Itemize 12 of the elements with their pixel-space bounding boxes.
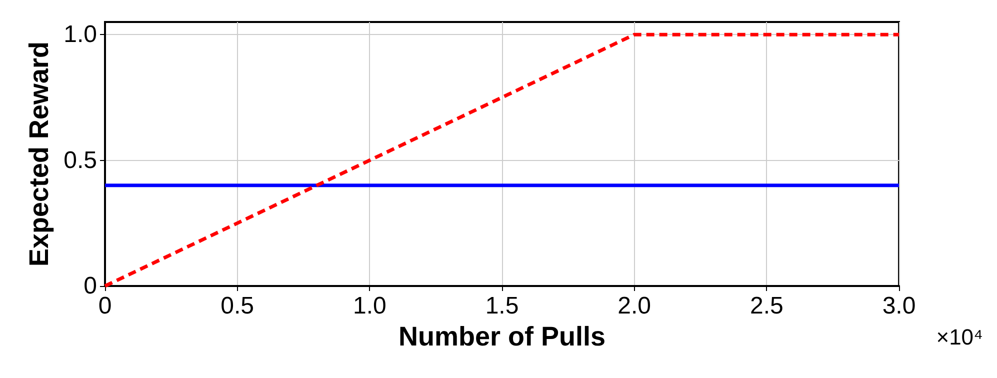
- x-tick-label: 3.0: [882, 292, 916, 320]
- x-tick-label: 0.5: [220, 292, 254, 320]
- y-tick-label: 1.0: [64, 21, 97, 48]
- x-tick-label: 2.5: [750, 292, 784, 320]
- y-tick-label: 0.5: [64, 146, 97, 174]
- text: ×10⁴: [936, 324, 984, 350]
- x-tick-label: 2.0: [618, 292, 652, 320]
- x-axis-title: Number of Pulls: [398, 321, 606, 352]
- y-axis-title: Expected Reward: [24, 41, 54, 267]
- x-tick-label: 1.0: [352, 292, 386, 320]
- y-tick-label: 0: [84, 272, 97, 300]
- x-tick-label: 1.5: [485, 292, 519, 320]
